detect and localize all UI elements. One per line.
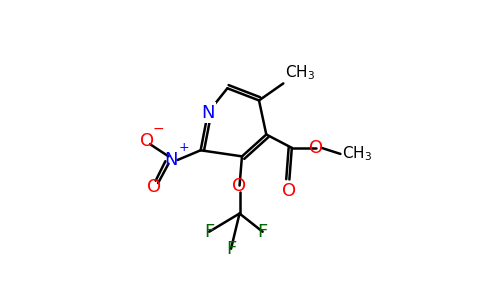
Text: O: O [140, 132, 154, 150]
Text: −: − [152, 122, 164, 136]
Text: F: F [204, 223, 214, 241]
Text: CH$_3$: CH$_3$ [342, 145, 372, 163]
Text: F: F [226, 240, 236, 258]
Text: O: O [232, 176, 247, 194]
Text: F: F [257, 223, 268, 241]
Text: O: O [282, 182, 296, 200]
Text: CH$_3$: CH$_3$ [285, 64, 315, 82]
Text: +: + [178, 141, 189, 154]
Text: O: O [309, 139, 323, 157]
Text: O: O [147, 178, 162, 196]
Text: N: N [201, 103, 215, 122]
Text: N: N [165, 151, 178, 169]
